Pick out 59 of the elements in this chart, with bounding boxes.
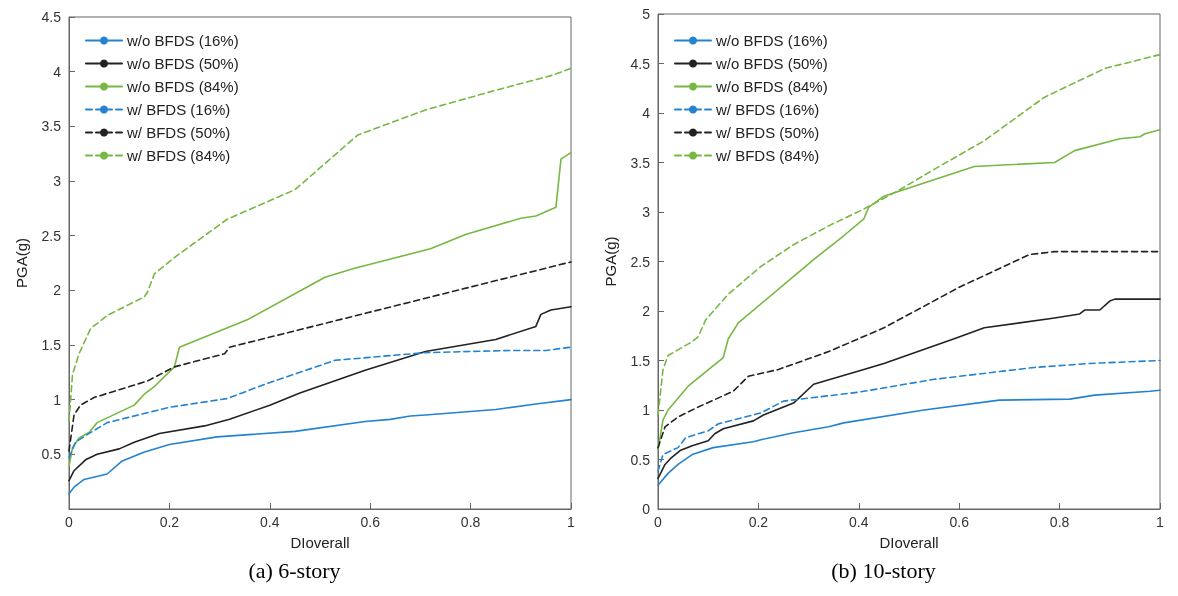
y-tick-label: 3 — [642, 204, 651, 220]
x-tick-label: 0.8 — [1049, 514, 1070, 530]
text: (a) 6-story — [247, 558, 342, 584]
y-tick-label: 2.5 — [41, 227, 62, 244]
y-tick-label: 1 — [642, 402, 651, 418]
y-tick-label: 1 — [53, 391, 62, 408]
text: (b) 10-story — [830, 558, 937, 584]
y-tick-label: 3 — [53, 173, 62, 189]
legend-label: w/o BFDS (16%) — [126, 32, 239, 49]
y-tick-label: 4.5 — [41, 9, 62, 25]
y-axis-title: PGA(g) — [13, 237, 30, 289]
legend-label: w/o BFDS (50%) — [126, 55, 239, 72]
line-series — [657, 359, 1161, 473]
line-series — [657, 250, 1161, 449]
y-tick-label: 1.5 — [41, 337, 62, 353]
line-series — [68, 305, 572, 482]
y-axis-title: PGA(g) — [602, 236, 619, 287]
y-tick-label: 3.5 — [630, 154, 651, 171]
x-tick-label: 0.8 — [460, 514, 481, 530]
legend-label: w/o BFDS (84%) — [715, 78, 828, 95]
y-tick-label: 5 — [642, 6, 651, 22]
legend-label: w/ BFDS (16%) — [715, 101, 820, 118]
line-series — [68, 261, 572, 452]
legend-label: w/ BFDS (50%) — [715, 124, 820, 141]
x-tick-label: 0 — [65, 514, 74, 530]
legend-label: w/o BFDS (84%) — [126, 78, 239, 95]
line-series — [68, 398, 572, 495]
legend-label: w/ BFDS (84%) — [715, 147, 820, 164]
x-tick-label: 0.6 — [949, 514, 970, 530]
line-series — [68, 346, 572, 459]
x-axis-title: DIoverall — [290, 534, 350, 551]
y-tick-label: 1.5 — [630, 352, 651, 369]
legend-label: w/o BFDS (50%) — [715, 55, 828, 72]
line-series — [657, 389, 1161, 487]
legend-label: w/o BFDS (16%) — [715, 32, 828, 49]
x-tick-label: 0.2 — [159, 514, 180, 530]
x-tick-label: 0.6 — [360, 514, 381, 530]
y-tick-label: 4.5 — [630, 55, 651, 72]
x-tick-label: 0.4 — [260, 514, 280, 530]
x-tick-label: 0.2 — [748, 514, 769, 530]
line-series — [657, 298, 1161, 480]
legend-label: w/ BFDS (84%) — [126, 147, 231, 164]
x-tick-label: 1 — [567, 514, 576, 530]
x-tick-label: 0 — [654, 514, 663, 530]
y-tick-label: 0 — [642, 501, 651, 517]
y-tick-label: 4 — [642, 105, 651, 121]
line-series — [68, 151, 572, 468]
y-tick-label: 4 — [53, 63, 62, 80]
x-axis-title: DIoverall — [879, 534, 939, 551]
y-tick-label: 0.5 — [630, 451, 651, 468]
x-tick-label: 0.4 — [849, 514, 869, 530]
x-tick-label: 1 — [1156, 514, 1165, 530]
y-tick-label: 3.5 — [41, 118, 62, 135]
legend-label: w/ BFDS (50%) — [126, 124, 231, 141]
legend-label: w/ BFDS (16%) — [126, 101, 231, 118]
y-tick-label: 2 — [53, 282, 62, 299]
y-tick-label: 0.5 — [41, 446, 62, 463]
y-tick-label: 2 — [642, 303, 651, 319]
y-tick-label: 2.5 — [630, 253, 651, 270]
